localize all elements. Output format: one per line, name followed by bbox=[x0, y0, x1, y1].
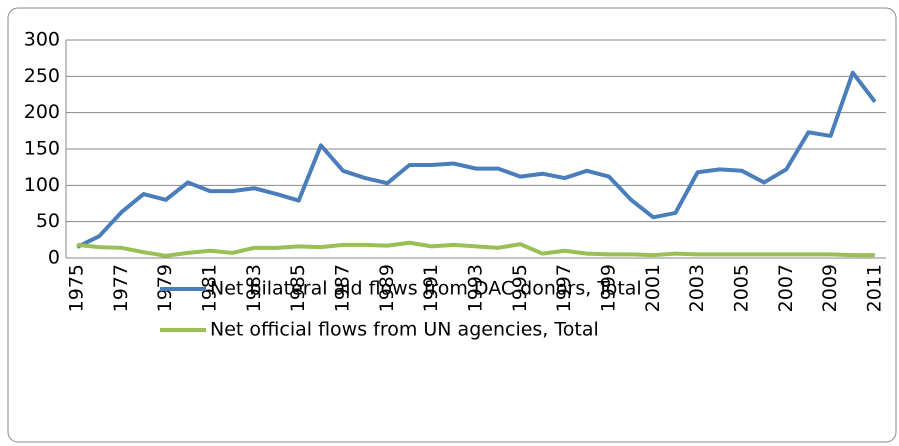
x-tick-label: 2007 bbox=[775, 264, 797, 312]
x-tick-label: 2011 bbox=[863, 264, 885, 312]
y-tick-label: 250 bbox=[24, 65, 60, 87]
y-tick-label: 150 bbox=[24, 138, 60, 160]
y-tick-label: 50 bbox=[36, 210, 60, 232]
x-tick-label: 1987 bbox=[332, 264, 354, 312]
x-tick-label: 1997 bbox=[553, 264, 575, 312]
data-line bbox=[76, 240, 875, 258]
y-tick-label: 300 bbox=[24, 29, 60, 51]
chart-frame bbox=[7, 7, 897, 443]
legend-label: Net official flows from UN agencies, Tot… bbox=[210, 319, 599, 341]
x-tick-label: 2003 bbox=[686, 264, 708, 312]
y-tick-label: 0 bbox=[48, 247, 60, 269]
x-tick-label: 1995 bbox=[509, 264, 531, 312]
x-tick-label: 2005 bbox=[730, 264, 752, 312]
x-tick-label: 1981 bbox=[199, 264, 221, 312]
legend-label: Net bilateral aid flows from DAC donors,… bbox=[210, 278, 642, 300]
x-tick-label: 1985 bbox=[287, 264, 309, 312]
x-tick-label: 1991 bbox=[420, 264, 442, 312]
x-tick-label: 2009 bbox=[819, 264, 841, 312]
x-tick-label: 1975 bbox=[66, 264, 88, 312]
y-tick-label: 100 bbox=[24, 174, 60, 196]
x-tick-label: 2001 bbox=[642, 264, 664, 312]
y-tick-label: 200 bbox=[24, 101, 60, 123]
x-tick-label: 1989 bbox=[376, 264, 398, 312]
x-tick-label: 1993 bbox=[465, 264, 487, 312]
x-tick-label: 1983 bbox=[243, 264, 265, 312]
data-line bbox=[76, 70, 877, 249]
x-tick-label: 1977 bbox=[110, 264, 132, 312]
x-tick-label: 1999 bbox=[597, 264, 619, 312]
